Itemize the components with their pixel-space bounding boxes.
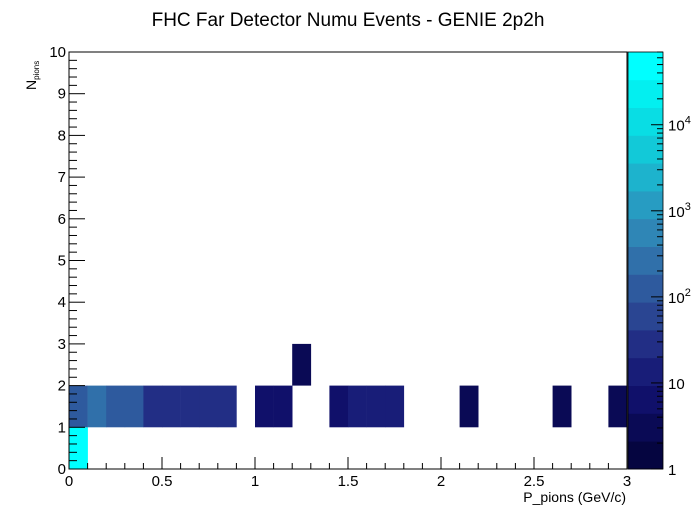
y-tick-label: 6: [58, 211, 66, 228]
y-axis-title-sub: pions: [32, 61, 41, 80]
heatmap-cell-19: [608, 385, 628, 428]
color-scale-swatch: [628, 52, 663, 81]
y-tick-label: 3: [58, 336, 66, 353]
color-scale-swatch: [628, 330, 663, 359]
heatmap-cells: [69, 343, 628, 469]
heatmap-cell-9: [217, 385, 237, 428]
y-tick-label: 5: [58, 253, 66, 270]
y-axis-title: Npions: [23, 61, 41, 90]
y-tick-label: 10: [49, 44, 66, 61]
heatmap-cell-12: [292, 343, 312, 386]
heatmap-cell-14: [348, 385, 367, 428]
color-scale-frame: [627, 51, 664, 470]
color-scale-label: 102: [668, 287, 691, 307]
color-scale-label: 1: [668, 462, 676, 479]
heatmap-cell-13: [329, 385, 349, 428]
color-scale-swatch: [628, 163, 663, 192]
x-tick-label: 1: [251, 473, 259, 490]
heatmap-cell-4: [124, 385, 144, 428]
color-scale-label: 10: [668, 376, 685, 393]
x-tick-label: 0.5: [152, 473, 173, 490]
x-tick-label: 2: [437, 473, 445, 490]
color-scale-swatch: [628, 107, 663, 136]
heatmap-cell-3: [106, 385, 126, 428]
heatmap-cell-10: [255, 385, 274, 428]
heatmap-cell-18: [552, 385, 572, 428]
heatmap-cell-5: [143, 385, 163, 428]
chart-title: FHC Far Detector Numu Events - GENIE 2p2…: [152, 10, 545, 31]
x-tick-label: 1.5: [338, 473, 359, 490]
color-scale-swatch: [628, 385, 663, 414]
heatmap-cell-1: [69, 385, 88, 428]
color-scale-swatch: [628, 79, 663, 108]
heatmap-cell-11: [273, 385, 293, 428]
y-tick-label: 8: [58, 127, 66, 144]
y-tick-label: 1: [58, 419, 66, 436]
color-scale-swatch: [628, 441, 663, 470]
color-scale-label: 104: [668, 115, 691, 135]
color-scale-swatch: [628, 274, 663, 303]
y-axis: 0 1 2 3 4 5 6 7 8 9 10: [49, 44, 85, 478]
x-tick-label: 0: [65, 473, 73, 490]
color-scale: 1 10 102 103 104: [627, 51, 691, 479]
heatmap-cell-2: [87, 385, 107, 428]
heatmap-cell-16: [385, 385, 405, 428]
y-tick-label: 2: [58, 378, 66, 395]
heatmap-cell-15: [366, 385, 386, 428]
heatmap-cell-8: [199, 385, 219, 428]
heatmap-cell-7: [180, 385, 200, 428]
x-tick-label: 2.5: [524, 473, 545, 490]
x-axis: 0 0.5 1 1.5 2 2.5 3: [65, 457, 631, 490]
color-scale-swatch: [628, 218, 663, 247]
y-axis-title-main: N: [23, 80, 39, 90]
y-tick-label: 4: [58, 294, 66, 311]
color-scale-swatch: [628, 357, 663, 386]
heatmap-cell-0: [69, 427, 88, 469]
color-scale-label: 103: [668, 201, 691, 221]
y-tick-label: 7: [58, 169, 66, 186]
x-axis-title: P_pions (GeV/c): [523, 489, 626, 505]
heatmap-cell-6: [162, 385, 181, 428]
x-tick-label: 3: [623, 473, 631, 490]
y-tick-label: 9: [58, 86, 66, 103]
color-scale-swatch: [628, 246, 663, 275]
heatmap-cell-17: [459, 385, 479, 428]
y-tick-label: 0: [58, 461, 66, 478]
